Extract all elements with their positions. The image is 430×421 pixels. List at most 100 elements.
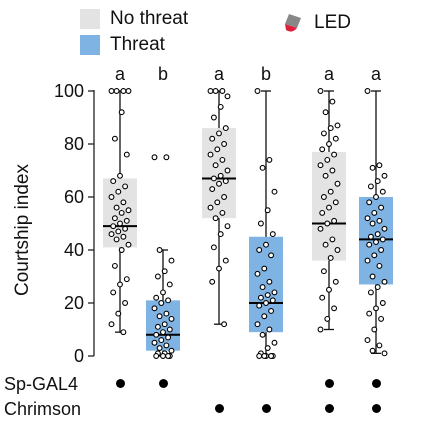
data-point <box>118 109 125 116</box>
data-point <box>122 225 129 232</box>
data-point <box>320 194 327 200</box>
data-point <box>369 347 376 354</box>
row-label-sp-gal4: Sp-GAL4 <box>4 374 79 394</box>
data-point <box>217 172 224 179</box>
data-point <box>366 310 373 317</box>
data-point <box>153 331 160 338</box>
data-point <box>219 209 226 216</box>
data-point <box>369 273 376 280</box>
data-point <box>320 268 327 275</box>
data-point <box>156 247 163 253</box>
data-point <box>256 353 263 359</box>
data-point <box>216 130 222 137</box>
data-point <box>324 315 331 322</box>
data-point <box>322 241 329 248</box>
data-point <box>214 146 221 153</box>
data-point <box>117 281 123 288</box>
data-point <box>224 93 231 100</box>
data-point <box>317 225 324 232</box>
data-point <box>254 88 261 94</box>
data-point <box>329 167 336 174</box>
data-point <box>376 162 383 169</box>
data-point <box>117 172 123 179</box>
data-point <box>331 305 338 312</box>
data-point <box>264 207 271 214</box>
data-point <box>166 326 173 333</box>
data-point <box>212 88 219 94</box>
data-point <box>165 297 172 304</box>
data-point <box>327 125 334 132</box>
data-point <box>317 326 324 333</box>
chrimson-dot <box>214 404 224 413</box>
data-point <box>165 353 172 359</box>
data-point <box>264 292 271 298</box>
data-points <box>108 88 388 359</box>
data-point <box>381 278 388 285</box>
data-point <box>254 321 261 328</box>
data-point <box>120 199 127 206</box>
data-point <box>257 294 264 301</box>
data-point <box>217 103 224 110</box>
data-point <box>160 329 166 336</box>
data-point <box>110 178 117 185</box>
data-point <box>118 247 125 253</box>
data-point <box>117 220 123 227</box>
data-point <box>115 310 122 317</box>
data-point <box>108 88 115 94</box>
data-point <box>326 204 332 211</box>
data-point <box>108 194 115 200</box>
data-point <box>364 337 371 344</box>
data-point <box>261 265 268 272</box>
led-icon <box>285 14 301 32</box>
row-label-chrimson: Chrimson <box>4 399 82 419</box>
y-axis-label: Courtship index <box>12 163 33 296</box>
data-point <box>113 88 120 94</box>
data-point <box>371 209 378 216</box>
data-point <box>254 270 261 277</box>
data-point <box>224 223 231 230</box>
legend-led: LED <box>282 12 351 34</box>
data-point <box>108 231 115 238</box>
data-point <box>271 289 278 296</box>
data-point <box>153 294 160 301</box>
data-point <box>111 262 118 269</box>
data-point <box>364 88 371 94</box>
chrimson-dot <box>371 404 381 413</box>
data-point <box>264 345 271 351</box>
data-point <box>113 236 120 243</box>
data-point <box>364 215 371 222</box>
chrimson-dot <box>261 404 271 413</box>
significance-letter: a <box>371 64 382 84</box>
data-point <box>166 281 173 288</box>
data-point <box>367 233 374 240</box>
data-point <box>261 353 268 359</box>
data-point <box>214 199 221 206</box>
data-point <box>266 156 273 163</box>
data-point <box>151 305 158 312</box>
data-point <box>120 233 127 240</box>
data-point <box>158 337 165 344</box>
data-point <box>331 217 338 224</box>
data-point <box>322 172 329 179</box>
data-point <box>111 135 118 142</box>
data-point <box>376 217 383 224</box>
data-point <box>210 175 217 182</box>
data-point <box>122 300 129 306</box>
data-point <box>269 231 276 238</box>
data-point <box>120 329 127 336</box>
significance-letter: a <box>324 64 335 84</box>
data-point <box>371 326 378 333</box>
data-point <box>123 151 130 158</box>
y-tick-label: 80 <box>64 134 84 154</box>
data-point <box>153 353 160 359</box>
data-point <box>317 162 324 169</box>
data-point <box>259 164 266 171</box>
data-point <box>327 188 334 195</box>
data-point <box>122 183 129 190</box>
data-point <box>263 241 269 248</box>
data-point <box>366 199 373 206</box>
data-point <box>268 252 275 259</box>
data-point <box>154 323 161 330</box>
data-point <box>259 331 266 338</box>
